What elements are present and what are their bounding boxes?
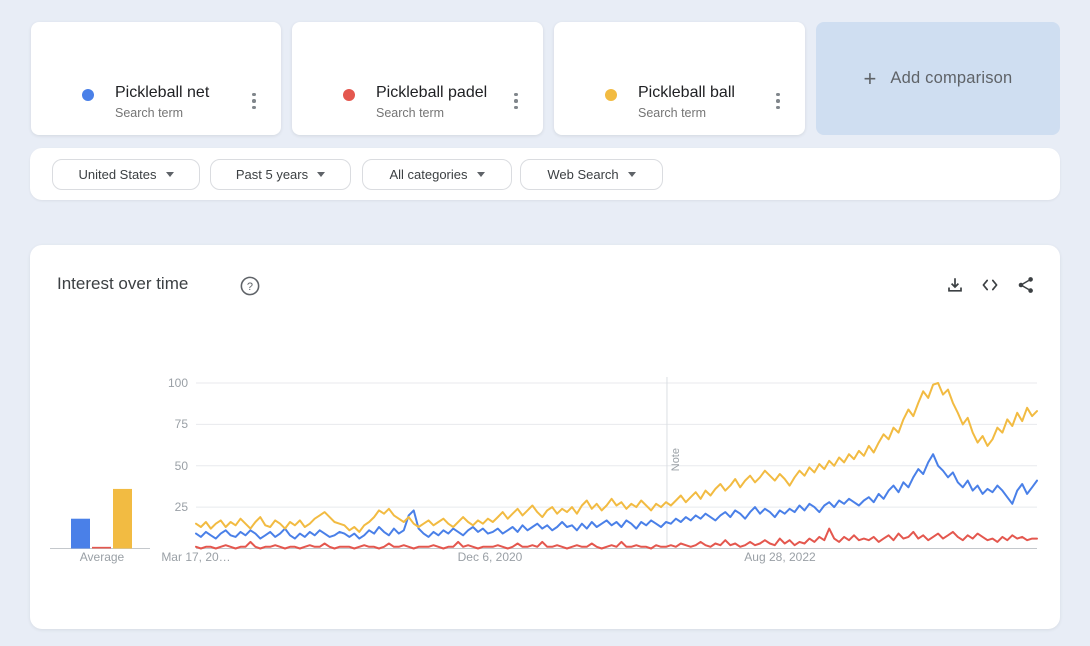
term-menu-icon[interactable] xyxy=(245,88,263,114)
term-card-2[interactable]: Pickleball padel Search term xyxy=(292,22,543,135)
time-filter-value: Past 5 years xyxy=(235,167,309,182)
add-comparison-label: Add comparison xyxy=(890,69,1013,87)
x-axis-tick: Aug 28, 2022 xyxy=(744,550,816,564)
plus-icon: + xyxy=(863,65,877,91)
filter-bar: United States Past 5 years All categorie… xyxy=(30,148,1060,200)
time-filter-dropdown[interactable]: Past 5 years xyxy=(210,159,351,190)
trend-line-chart xyxy=(50,377,1038,550)
term-menu-icon[interactable] xyxy=(507,88,525,114)
panel-title: Interest over time xyxy=(57,274,189,293)
y-axis-tick: 50 xyxy=(174,459,188,473)
svg-text:?: ? xyxy=(247,281,253,293)
y-axis-tick: 75 xyxy=(174,417,188,431)
search-type-filter-dropdown[interactable]: Web Search xyxy=(520,159,663,190)
term-label: Pickleball net xyxy=(115,84,210,101)
term-card-1[interactable]: Pickleball net Search term xyxy=(31,22,281,135)
geo-filter-value: United States xyxy=(78,167,157,182)
chevron-down-icon xyxy=(476,172,485,177)
chevron-down-icon xyxy=(317,172,326,177)
chevron-down-icon xyxy=(165,172,174,177)
category-filter-dropdown[interactable]: All categories xyxy=(362,159,512,190)
term-label: Pickleball ball xyxy=(638,84,735,101)
term-type-label: Search term xyxy=(638,106,707,120)
x-axis-tick: Mar 17, 20… xyxy=(161,550,231,564)
average-axis-label: Average xyxy=(79,550,125,564)
term-menu-icon[interactable] xyxy=(769,88,787,114)
term-color-dot-3 xyxy=(605,89,617,101)
help-icon[interactable]: ? xyxy=(240,276,260,296)
y-axis-tick: 100 xyxy=(167,376,188,390)
embed-code-icon[interactable] xyxy=(980,275,1000,295)
term-card-3[interactable]: Pickleball ball Search term xyxy=(554,22,805,135)
add-comparison-button[interactable]: + Add comparison xyxy=(816,22,1060,135)
x-axis-tick: Dec 6, 2020 xyxy=(457,550,523,564)
search-type-filter-value: Web Search xyxy=(547,167,619,182)
y-axis-tick: 25 xyxy=(174,500,188,514)
term-type-label: Search term xyxy=(115,106,184,120)
interest-over-time-panel: Interest over time ? xyxy=(30,245,1060,629)
geo-filter-dropdown[interactable]: United States xyxy=(52,159,200,190)
category-filter-value: All categories xyxy=(389,167,468,182)
chevron-down-icon xyxy=(627,172,636,177)
term-type-label: Search term xyxy=(376,106,445,120)
share-icon[interactable] xyxy=(1016,275,1036,295)
download-icon[interactable] xyxy=(945,275,965,295)
term-color-dot-1 xyxy=(82,89,94,101)
term-label: Pickleball padel xyxy=(376,84,488,101)
note-annotation-label[interactable]: Note xyxy=(670,448,682,472)
term-color-dot-2 xyxy=(343,89,355,101)
